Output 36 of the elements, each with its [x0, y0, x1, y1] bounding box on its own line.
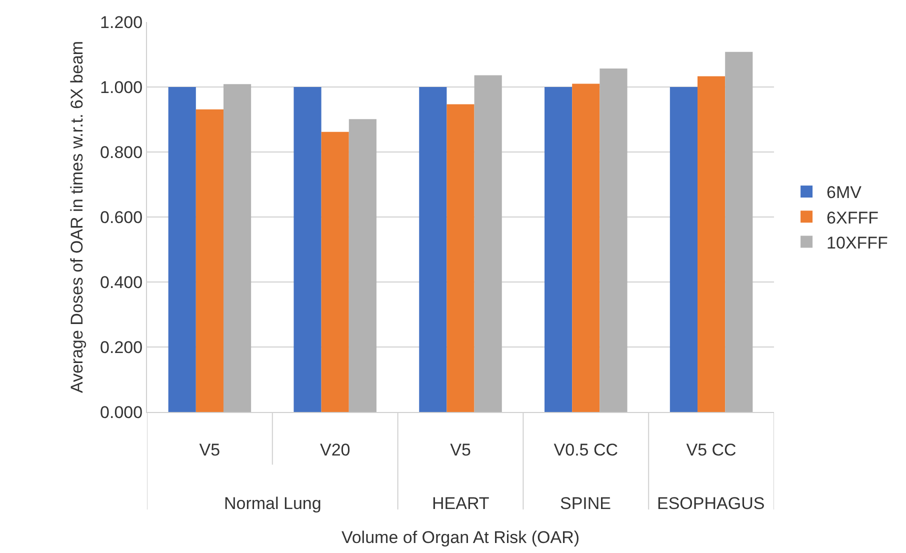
bar [321, 132, 349, 412]
bar [572, 84, 600, 412]
text: SPINE [560, 494, 612, 513]
x-tick-label: V5 [199, 440, 220, 460]
x-tick-label: V5 CC [686, 440, 736, 460]
text: Normal Lung [224, 494, 322, 513]
text: HEART [432, 494, 490, 513]
legend-label: 10XFFF [826, 233, 888, 252]
bar [223, 84, 252, 412]
bar [474, 75, 502, 412]
y-tick-label: 0.800 [100, 142, 143, 162]
bar [168, 87, 196, 412]
bar [698, 76, 726, 412]
bar [600, 68, 628, 412]
y-tick-label: 0.400 [100, 272, 143, 292]
bar [544, 87, 572, 412]
y-tick-label: 1.000 [100, 78, 143, 97]
bar [294, 87, 322, 412]
y-tick-label: 0.000 [100, 402, 143, 422]
bar [670, 87, 698, 412]
bar [725, 52, 753, 412]
bar [419, 87, 447, 412]
legend-label: 6MV [826, 183, 862, 202]
y-tick-label: 0.200 [100, 338, 143, 357]
bar [446, 104, 474, 412]
legend-label: 6XFFF [826, 208, 878, 228]
y-tick-label: 0.600 [100, 208, 143, 227]
bar [348, 119, 376, 412]
x-tick-label: V0.5 CC [554, 440, 618, 460]
x-tick-label: V5 [450, 440, 471, 460]
text: ESOPHAGUS [657, 494, 765, 513]
y-axis-title: Average Doses of OAR in times w.r.t. 6X beam [68, 40, 87, 394]
x-axis-title: Volume of Organ At Risk (OAR) [341, 528, 580, 547]
x-tick-label: V20 [320, 440, 350, 460]
bar [196, 109, 224, 412]
y-tick-label: 1.200 [100, 12, 143, 32]
